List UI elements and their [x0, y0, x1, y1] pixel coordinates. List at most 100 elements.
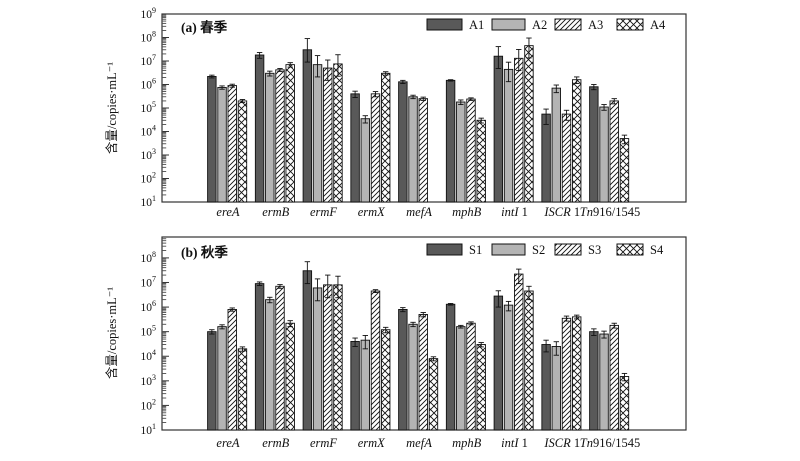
x-tick-label: Tn916/1545	[580, 205, 640, 219]
x-tick-label: ereA	[216, 436, 239, 450]
bar-S2-mphB	[456, 326, 466, 431]
legend-label-S1: S1	[469, 243, 482, 257]
y-tick-label: 104	[141, 124, 157, 139]
x-tick-label: ISCR 1	[543, 436, 580, 450]
legend-swatch-S2	[491, 243, 526, 256]
bar-A3-ermB	[275, 69, 285, 203]
bar-A4-ermX	[381, 72, 391, 203]
bar-S1-ISCR1	[541, 344, 551, 431]
y-tick-label: 101	[141, 422, 157, 437]
bar-S3-mefA	[418, 314, 428, 431]
legend-label-A4: A4	[650, 18, 666, 32]
bar-A4-mphB	[476, 119, 486, 203]
bar-A2-ermB	[265, 72, 275, 203]
bar-S4-ermB	[285, 322, 295, 431]
bar-S4-intI1	[524, 290, 534, 431]
legend-label-A3: A3	[588, 18, 603, 32]
y-tick-label: 101	[141, 194, 157, 209]
bar-S4-ermX	[381, 329, 391, 431]
bar-S2-ermX	[360, 339, 370, 431]
legend-swatch-S1	[426, 243, 463, 256]
y-tick-label: 107	[141, 53, 157, 68]
legend-swatch-A4	[616, 18, 644, 31]
x-tick-label: intI 1	[501, 436, 528, 450]
y-tick-label: 105	[141, 324, 157, 339]
bar-S2-ermF	[312, 287, 323, 431]
y-tick-label: 109	[141, 6, 157, 21]
bar-A2-mphB	[456, 101, 466, 203]
bar-A3-ermX	[370, 93, 381, 203]
bar-A1-ISCR1	[541, 113, 551, 203]
x-tick-label: intI 1	[501, 205, 528, 219]
x-tick-label: mphB	[452, 205, 482, 219]
y-tick-label: 102	[141, 171, 157, 186]
y-axis-label: 含量/copies·mL⁻¹	[104, 287, 119, 380]
bar-A1-mefA	[398, 81, 408, 203]
bar-A1-intI1	[493, 55, 504, 203]
bar-A1-ermF	[302, 49, 313, 203]
panel-b-autumn-chart: 101 102 103 104 105 106 107 108 含量/copies·mL⁻¹ (b…	[104, 236, 687, 450]
x-tick-label: ermX	[358, 436, 386, 450]
bar-A3-mphB	[466, 98, 476, 203]
y-tick-label: 104	[141, 348, 157, 363]
bar-A1-ereA	[207, 76, 217, 203]
x-tick-label: ereA	[216, 205, 239, 219]
legend-label-S3: S3	[588, 243, 601, 257]
bar-S1-ermF	[302, 270, 313, 431]
bar-S3-ermB	[275, 285, 285, 431]
legend-swatch-A3	[554, 18, 582, 31]
bar-A1-Tn916/1545	[589, 86, 599, 203]
x-tick-label: ermF	[310, 436, 337, 450]
bar-A2-ereA	[217, 86, 227, 203]
y-tick-label: 106	[141, 77, 157, 92]
panel-title: (a) 春季	[181, 19, 228, 35]
y-tick-label: 106	[141, 299, 157, 314]
bar-A3-ereA	[227, 85, 237, 203]
bar-S2-ermB	[265, 299, 275, 431]
bar-A4-ermF	[333, 63, 343, 203]
bar-S4-mefA	[428, 358, 439, 431]
bar-S1-intI1	[493, 295, 504, 431]
y-tick-label: 107	[141, 274, 157, 289]
bar-S4-ermF	[333, 284, 343, 431]
bar-A4-intI1	[524, 45, 534, 203]
bar-S3-intI1	[514, 273, 524, 431]
legend-swatch-A1	[426, 18, 463, 31]
x-tick-label: ermX	[358, 205, 386, 219]
bar-A2-ISCR1	[551, 87, 561, 203]
bar-S3-ISCR1	[561, 317, 572, 431]
bar-S2-intI1	[503, 304, 514, 431]
bar-A2-mefA	[408, 96, 418, 203]
bar-S3-mphB	[466, 322, 476, 431]
bar-A2-Tn916/1545	[599, 106, 609, 203]
x-tick-label: ermF	[310, 205, 337, 219]
panel-a-spring-chart: 101 102 103 104 105 106 107 108 109 含量/copies·mL⁻…	[104, 6, 687, 219]
bar-S1-ermX	[350, 340, 360, 431]
bar-S1-ereA	[207, 331, 217, 431]
bar-A4-Tn916/1545	[619, 138, 630, 203]
x-tick-label: ermB	[262, 205, 289, 219]
bar-A3-Tn916/1545	[609, 100, 619, 203]
y-tick-label: 102	[141, 397, 157, 412]
x-tick-label: ISCR 1	[543, 205, 580, 219]
bar-S1-mefA	[398, 309, 408, 431]
bar-A1-ermX	[350, 93, 360, 203]
bar-A1-ermB	[254, 54, 265, 203]
bar-S1-ermB	[254, 283, 265, 431]
bar-A3-ermF	[323, 67, 333, 203]
x-tick-label: ermB	[262, 436, 289, 450]
bar-S2-ereA	[217, 326, 227, 431]
bar-S4-ISCR1	[572, 316, 582, 431]
bar-S3-ermF	[323, 284, 333, 431]
legend-swatch-S4	[616, 243, 644, 256]
bar-S3-Tn916/1545	[609, 324, 619, 431]
bar-A3-mefA	[418, 98, 428, 203]
bar-S4-mphB	[476, 344, 486, 431]
bar-A3-intI1	[514, 57, 524, 203]
y-tick-label: 108	[141, 30, 157, 45]
legend-label-A2: A2	[532, 18, 547, 32]
bar-S2-ISCR1	[551, 346, 561, 431]
bar-S1-Tn916/1545	[589, 331, 599, 431]
bar-A2-ermF	[312, 64, 323, 203]
legend-swatch-A2	[491, 18, 526, 31]
